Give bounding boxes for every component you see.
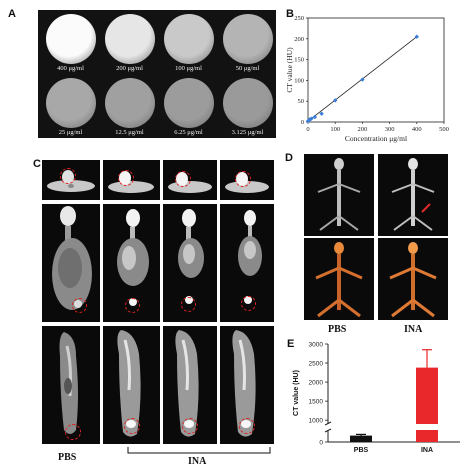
axis-break-mark (324, 428, 332, 433)
phantom-well (104, 14, 155, 64)
ina-group-bracket (127, 447, 271, 454)
phantom-well (222, 14, 273, 64)
bar (416, 430, 438, 442)
y-tick-label: 1500 (309, 398, 324, 405)
bar (350, 435, 372, 442)
phantom-well (222, 78, 273, 128)
panel-label-a: A (8, 8, 16, 20)
phantom-image: 400 μg/ml 200 μg/ml 100 μg/ml 50 μg/ml 25 μg… (38, 10, 276, 138)
y-tick-label: 2000 (309, 379, 324, 386)
y-tick-label: 2500 (309, 360, 324, 367)
data-point (309, 116, 314, 121)
well-concentration-label: 6.25 μg/ml (174, 129, 203, 136)
panel-d-pbs-label: PBS (328, 324, 347, 335)
3d-ct-reconstructions (304, 154, 448, 320)
y-tick-label: 200 (294, 36, 304, 43)
sagittal-slice-ina-2 (163, 326, 217, 444)
data-point (414, 34, 419, 39)
x-tick-label: 300 (385, 126, 395, 133)
panel-label-e: E (287, 338, 295, 350)
coronal-slice-pbs (42, 204, 100, 322)
panel-d-ina-label: INA (404, 324, 423, 335)
axial-slice-pbs (42, 160, 100, 200)
axial-slice-ina-3 (220, 160, 274, 200)
phantom-well (104, 78, 155, 128)
category-label: INA (421, 447, 433, 454)
y-tick-label: 3000 (309, 341, 324, 348)
panel-label-c: C (33, 158, 41, 170)
data-point (312, 114, 317, 120)
well-concentration-label: 200 μg/ml (116, 65, 143, 72)
y-tick-label: 150 (294, 57, 304, 64)
colored-render-ina (378, 238, 448, 320)
x-tick-label: 200 (358, 126, 368, 133)
data-point (360, 77, 365, 82)
x-tick-label: 100 (330, 126, 340, 133)
category-label: PBS (354, 447, 369, 454)
y-tick-label: 250 (294, 15, 304, 22)
phantom-well (45, 14, 96, 64)
axial-slice-ina-2 (163, 160, 217, 200)
well-concentration-label: 100 μg/ml (175, 65, 202, 72)
panel-c-ina-label: INA (188, 456, 207, 467)
plot-frame (307, 17, 445, 123)
x-tick-label: 0 (306, 126, 309, 133)
phantom-well (45, 78, 96, 128)
y-tick-label: 100 (294, 77, 304, 84)
y-axis-label: CT value (HU) (285, 47, 294, 93)
well-concentration-label: 12.5 μg/ml (115, 129, 144, 136)
x-axis-label: Concentration μg/ml (345, 134, 407, 143)
ct-calibration-chart: 0 100 200 300 400 500 0 50 100 150 200 250 Concentra… (285, 15, 449, 143)
well-concentration-label: 25 μg/ml (58, 129, 83, 136)
coronal-slice-ina-2 (163, 204, 217, 322)
colored-render-pbs (304, 238, 374, 320)
panel-label-b: B (286, 8, 294, 20)
sagittal-slice-pbs (42, 326, 100, 444)
phantom-well (163, 78, 214, 128)
data-point (319, 111, 324, 116)
ct-value-bar-chart: 0 1000 1500 2000 2500 3000 CT value (HU) PBS INA (293, 341, 460, 454)
axial-slice-ina-1 (103, 160, 160, 200)
coronal-slice-ina-1 (103, 204, 160, 322)
well-concentration-label: 3.125 μg/ml (231, 129, 264, 136)
well-concentration-label: 400 μg/ml (57, 65, 84, 72)
well-concentration-label: 50 μg/ml (235, 65, 260, 72)
data-point (333, 98, 338, 103)
y-tick-label: 1000 (309, 417, 324, 424)
panel-label-d: D (285, 152, 293, 164)
phantom-well (163, 14, 214, 64)
skeleton-render-pbs (304, 154, 374, 236)
x-tick-label: 500 (439, 126, 449, 133)
skeleton-render-ina (378, 154, 448, 236)
mouse-ct-slices (42, 160, 274, 446)
x-tick-label: 400 (412, 126, 422, 133)
y-tick-label: 0 (319, 439, 323, 446)
panel-c-pbs-label: PBS (58, 452, 77, 463)
sagittal-slice-ina-3 (220, 326, 274, 444)
coronal-slice-ina-3 (220, 204, 274, 322)
y-tick-label: 50 (298, 98, 305, 105)
y-axis-label: CT value (HU) (293, 370, 300, 416)
axis-break-mark (324, 421, 332, 426)
sagittal-slice-ina-1 (103, 326, 160, 444)
y-tick-label: 0 (301, 119, 304, 126)
bar (416, 367, 438, 424)
